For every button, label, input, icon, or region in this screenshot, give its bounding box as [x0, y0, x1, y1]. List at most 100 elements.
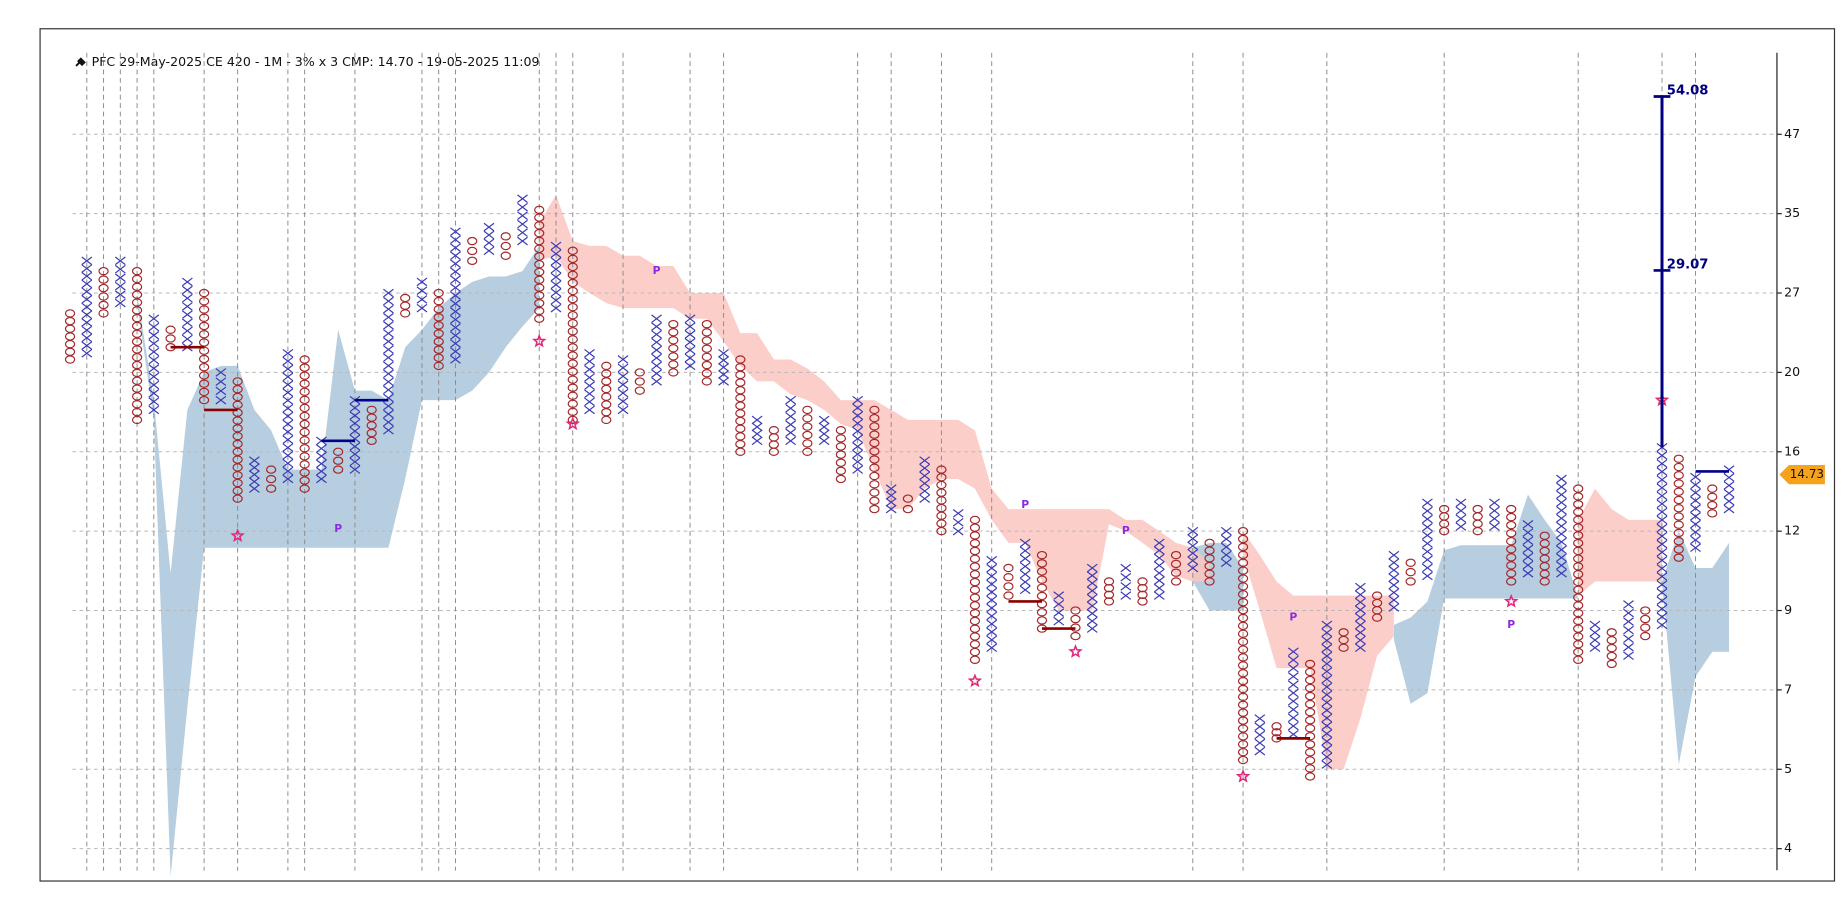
x-box: [1019, 577, 1031, 587]
o-box: [1673, 528, 1684, 538]
x-box: [282, 411, 294, 421]
x-box: [584, 381, 595, 390]
o-box: [1506, 545, 1517, 554]
pnf-column: [1589, 620, 1601, 653]
x-box: [1455, 522, 1467, 531]
o-box: [567, 391, 578, 400]
x-box: [1656, 620, 1668, 630]
o-box: [869, 413, 880, 423]
x-box: [1656, 596, 1668, 605]
o-box: [1707, 500, 1718, 510]
o-box: [701, 336, 712, 345]
pnf-column: [1472, 504, 1483, 536]
x-box: [852, 457, 864, 467]
o-box: [1304, 756, 1316, 765]
x-box: [1556, 490, 1567, 499]
o-box: [433, 288, 444, 298]
pnf-column: [1153, 538, 1165, 600]
x-box: [852, 426, 864, 436]
o-box: [198, 395, 210, 405]
o-box: [1070, 631, 1081, 641]
x-box: [785, 395, 797, 405]
o-box: [1304, 772, 1316, 781]
x-box: [1254, 730, 1266, 740]
o-box: [232, 494, 243, 503]
x-box: [349, 457, 361, 467]
o-box: [902, 494, 914, 503]
pnf-column: [366, 405, 377, 446]
x-box: [1321, 713, 1333, 723]
o-box: [567, 327, 578, 336]
x-box: [1489, 498, 1500, 508]
o-box: [567, 351, 578, 360]
pnf-column: [902, 494, 914, 514]
pattern-label: P: [1507, 618, 1515, 631]
o-box: [299, 371, 310, 380]
o-box: [366, 436, 377, 446]
x-box: [1656, 491, 1668, 501]
price-tag-label: 14.73: [1790, 467, 1824, 481]
y-tick-label: 20: [1784, 364, 1800, 379]
pnf-column: [735, 355, 746, 456]
o-box: [1640, 614, 1651, 624]
x-box: [986, 595, 998, 605]
x-box: [852, 418, 864, 428]
x-box: [684, 361, 696, 371]
o-box: [1304, 667, 1316, 677]
settings-icon[interactable]: [75, 57, 86, 67]
x-box: [1120, 582, 1132, 591]
o-box: [131, 329, 143, 338]
o-box: [1237, 661, 1249, 670]
o-box: [1673, 479, 1684, 488]
x-box: [1690, 504, 1701, 513]
o-box: [299, 484, 310, 493]
o-box: [567, 294, 578, 304]
x-box: [584, 348, 595, 358]
pnf-column: [1489, 498, 1500, 531]
pnf-column: [1556, 474, 1567, 578]
x-box: [1623, 617, 1634, 626]
x-box: [885, 491, 897, 500]
x-box: [1656, 572, 1668, 581]
o-box: [1304, 707, 1316, 717]
x-box: [584, 397, 595, 407]
pnf-column: [567, 246, 578, 425]
x-box: [617, 363, 629, 373]
x-box: [684, 353, 696, 363]
o-box: [299, 363, 310, 372]
o-box: [265, 484, 277, 493]
x-box: [1187, 534, 1199, 543]
pnf-column: [768, 426, 780, 456]
x-box: [1321, 744, 1333, 754]
x-box: [1321, 682, 1333, 692]
x-box: [584, 357, 595, 366]
x-box: [349, 418, 361, 428]
x-box: [550, 280, 562, 290]
o-box: [467, 256, 478, 265]
cloud: [137, 245, 540, 877]
o-box: [1304, 764, 1316, 773]
x-box: [383, 377, 394, 387]
x-box: [148, 355, 160, 365]
o-box: [433, 305, 444, 314]
x-box: [450, 235, 461, 244]
o-box: [299, 436, 310, 445]
pnf-column: [1371, 591, 1383, 622]
x-box: [1254, 722, 1266, 731]
pnf-column: [1170, 550, 1182, 586]
x-box: [1019, 562, 1031, 571]
x-box: [986, 619, 998, 629]
x-box: [1287, 729, 1299, 739]
x-box: [282, 458, 294, 468]
o-box: [567, 270, 578, 280]
x-box: [1086, 593, 1098, 603]
o-box: [1673, 520, 1684, 529]
x-box: [148, 339, 160, 348]
o-box: [835, 434, 847, 443]
x-box: [81, 295, 93, 304]
x-box: [450, 339, 461, 348]
x-box: [1287, 663, 1299, 673]
x-box: [1656, 612, 1668, 622]
o-box: [1506, 553, 1517, 562]
o-box: [1707, 492, 1718, 502]
